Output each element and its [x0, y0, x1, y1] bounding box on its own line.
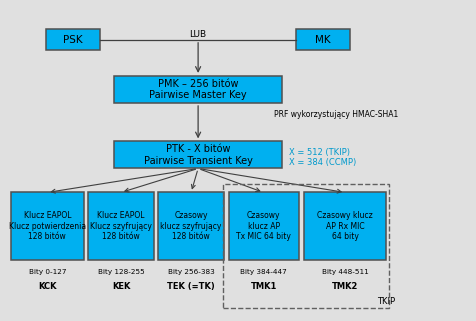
FancyBboxPatch shape — [304, 193, 385, 260]
Text: Bity 128-255: Bity 128-255 — [98, 269, 144, 275]
Text: Klucz EAPOL
Klucz szyfrujący
128 bitów: Klucz EAPOL Klucz szyfrujący 128 bitów — [90, 211, 151, 241]
FancyBboxPatch shape — [114, 76, 282, 103]
Text: PTK - X bitów
Pairwise Transient Key: PTK - X bitów Pairwise Transient Key — [143, 144, 252, 166]
Text: LUB: LUB — [189, 30, 206, 39]
Text: TEK (=TK): TEK (=TK) — [167, 282, 215, 291]
Text: PRF wykorzystujący HMAC-SHA1: PRF wykorzystujący HMAC-SHA1 — [273, 110, 397, 119]
Text: TMK2: TMK2 — [331, 282, 357, 291]
Text: Czasowy
klucz szyfrujący
128 bitów: Czasowy klucz szyfrujący 128 bitów — [160, 211, 221, 241]
FancyBboxPatch shape — [158, 193, 223, 260]
FancyBboxPatch shape — [46, 30, 99, 50]
FancyBboxPatch shape — [11, 193, 83, 260]
Text: TKIP: TKIP — [377, 297, 395, 306]
Text: Klucz EAPOL
Klucz potwierdzenia
128 bitów: Klucz EAPOL Klucz potwierdzenia 128 bitó… — [9, 211, 86, 241]
Text: Czasowy klucz
AP Rx MIC
64 bity: Czasowy klucz AP Rx MIC 64 bity — [317, 211, 372, 241]
FancyBboxPatch shape — [114, 141, 282, 169]
Text: KCK: KCK — [38, 282, 57, 291]
FancyBboxPatch shape — [228, 193, 298, 260]
FancyBboxPatch shape — [296, 30, 349, 50]
Text: Bity 256-383: Bity 256-383 — [168, 269, 214, 275]
Text: Czasowy
klucz AP
Tx MIC 64 bity: Czasowy klucz AP Tx MIC 64 bity — [236, 211, 290, 241]
FancyBboxPatch shape — [88, 193, 153, 260]
Text: X = 512 (TKIP)
X = 384 (CCMP): X = 512 (TKIP) X = 384 (CCMP) — [288, 148, 356, 167]
Text: Bity 448-511: Bity 448-511 — [321, 269, 368, 275]
Text: Bity 0-127: Bity 0-127 — [29, 269, 66, 275]
Text: PMK – 256 bitów
Pairwise Master Key: PMK – 256 bitów Pairwise Master Key — [149, 79, 247, 100]
Text: Bity 384-447: Bity 384-447 — [240, 269, 287, 275]
Text: TMK1: TMK1 — [250, 282, 276, 291]
Text: MK: MK — [315, 35, 330, 45]
Text: PSK: PSK — [63, 35, 83, 45]
Text: KEK: KEK — [111, 282, 130, 291]
